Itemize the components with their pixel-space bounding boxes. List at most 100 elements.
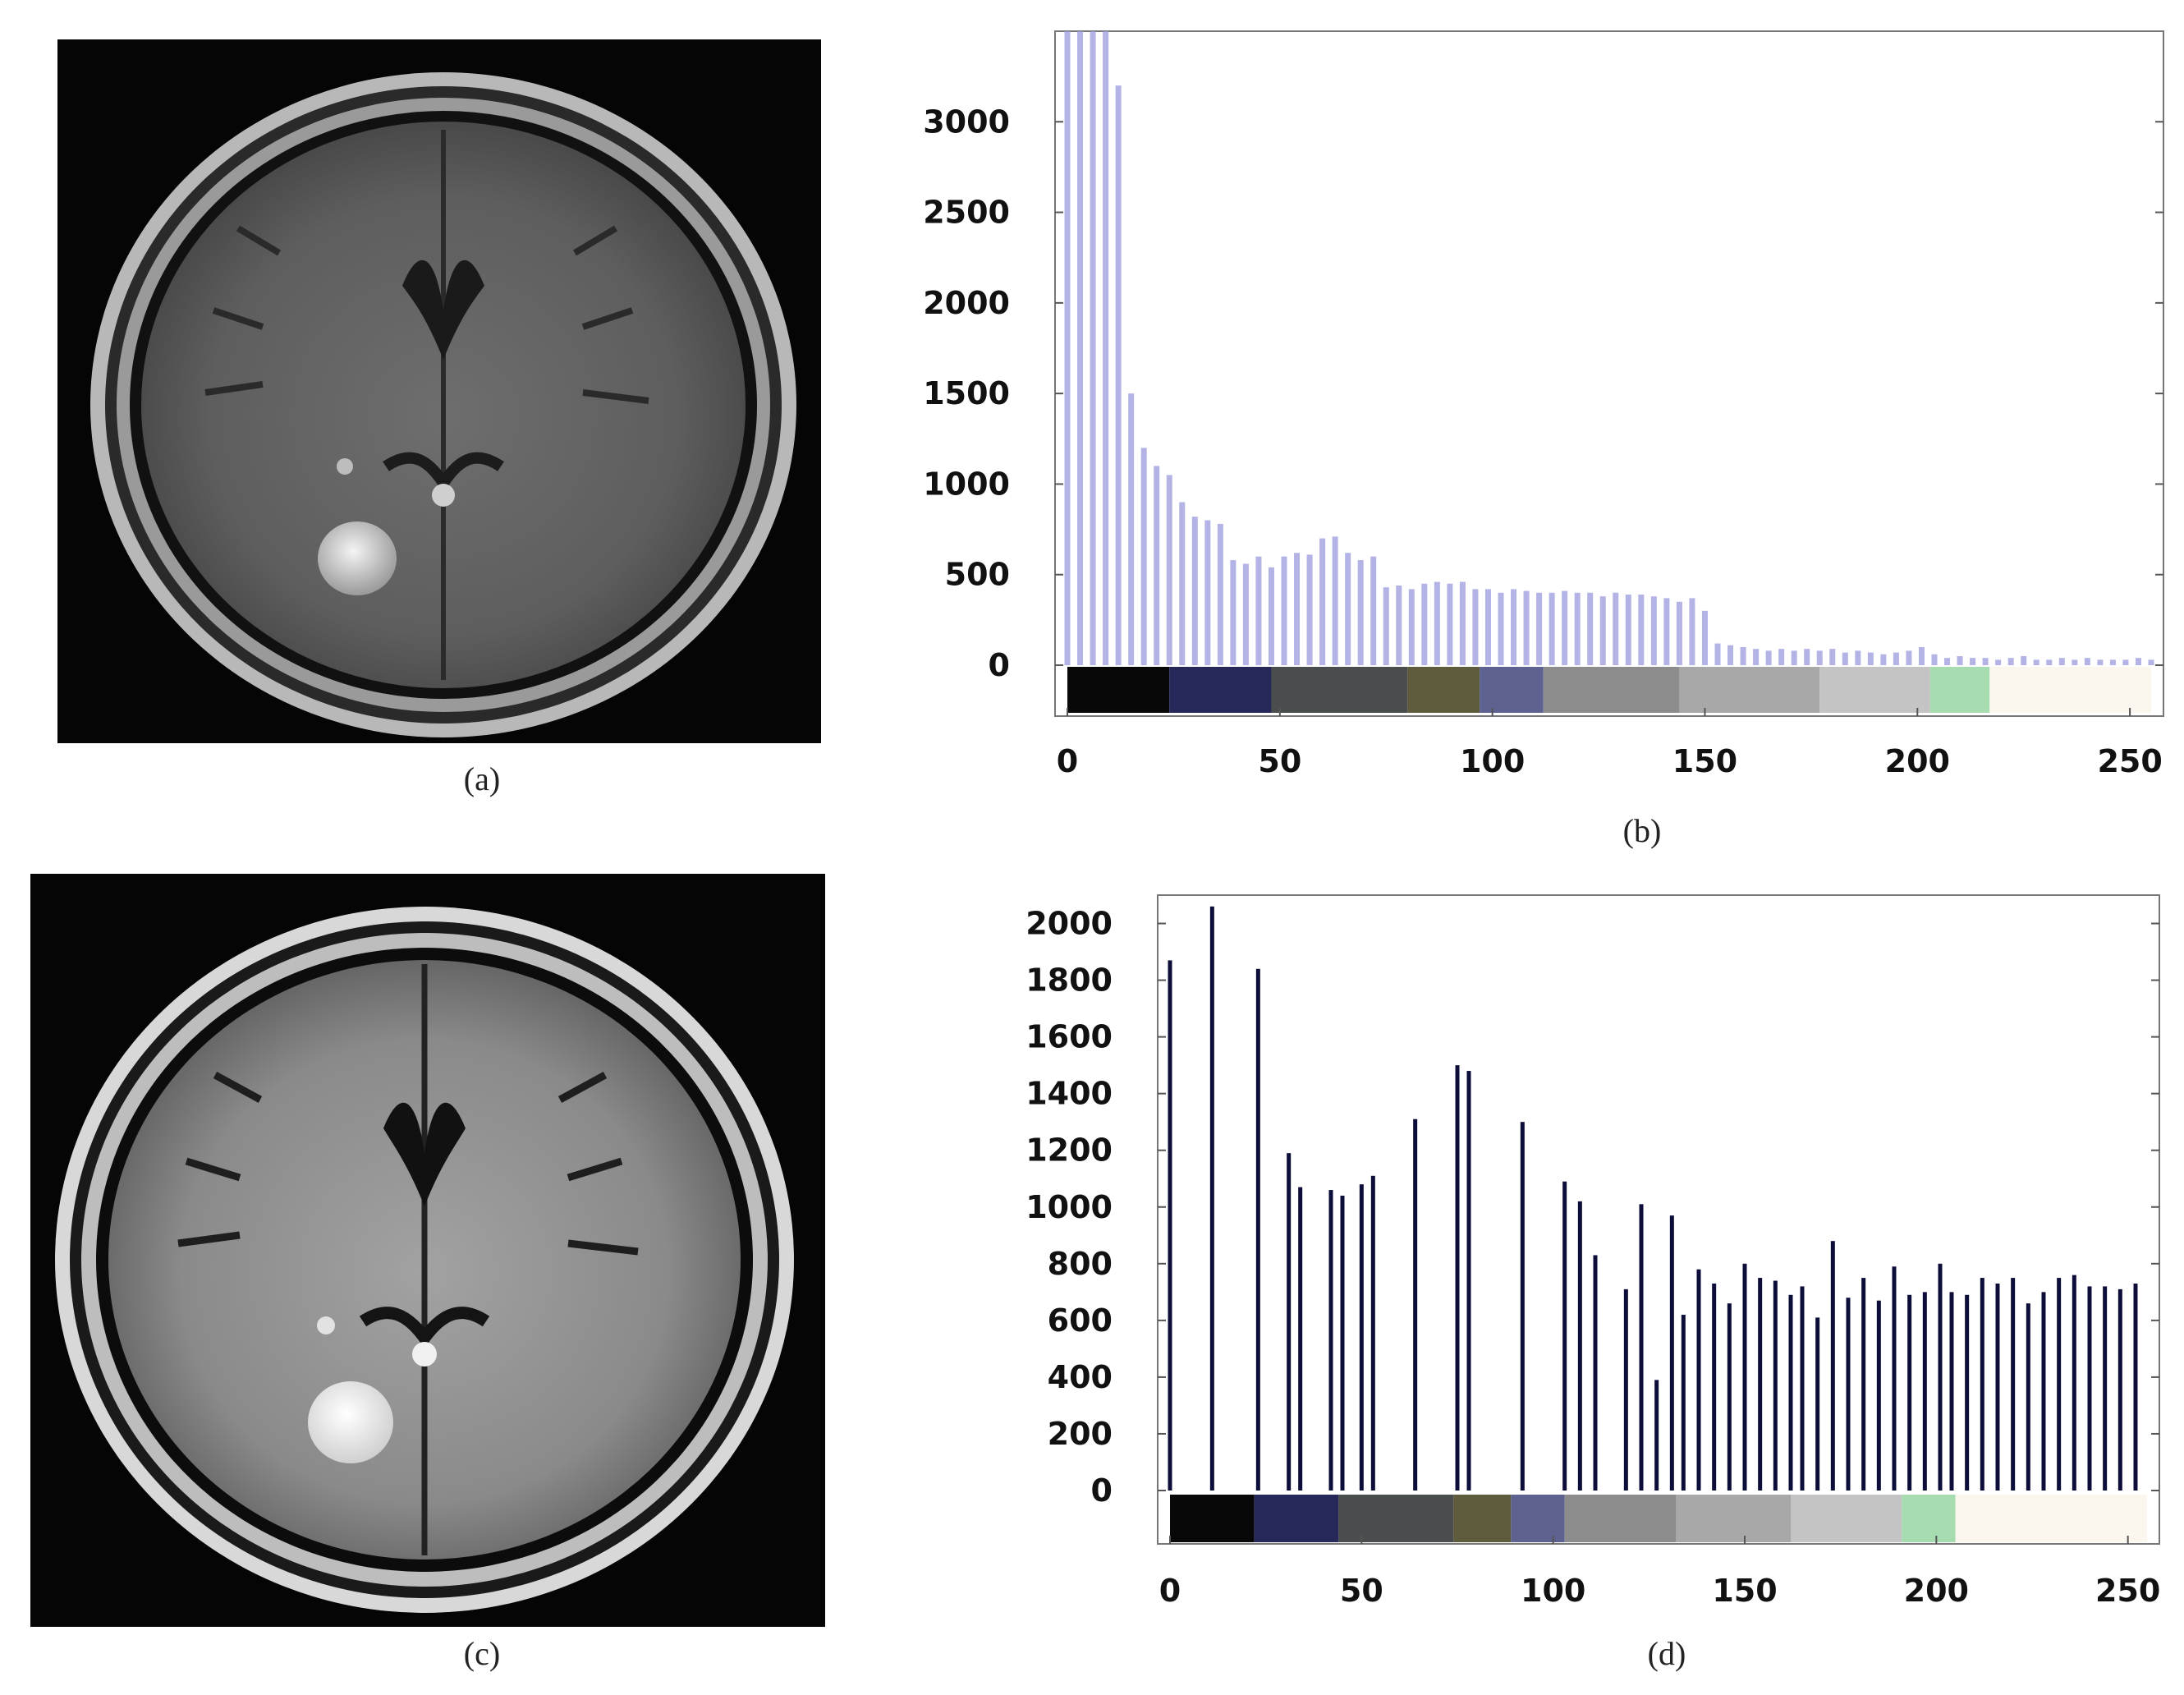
histogram-bar	[2046, 659, 2053, 665]
histogram-bar	[1846, 1298, 1851, 1491]
histogram-bar	[1742, 1263, 1747, 1491]
colorbar-segment	[1543, 667, 1680, 713]
histogram-bar	[2148, 659, 2154, 665]
x-tick-label: 100	[1460, 743, 1525, 779]
histogram-bar	[1765, 650, 1772, 665]
histogram-bar	[2133, 1283, 2138, 1491]
colorbar-segment	[1480, 667, 1544, 713]
histogram-bar	[1995, 1283, 2000, 1491]
histogram-bar	[1638, 594, 1645, 665]
y-tick-label: 2000	[923, 285, 1010, 321]
histogram-bar	[1676, 601, 1682, 665]
histogram-bar	[1103, 31, 1109, 665]
histogram-bar	[1689, 598, 1695, 665]
histogram-bar	[2072, 659, 2078, 665]
histogram-bar	[2007, 658, 2014, 665]
histogram-bar	[2084, 658, 2090, 665]
colorbar-segment	[1929, 667, 1990, 713]
y-tick-label: 500	[945, 557, 1010, 593]
histogram-bar	[1523, 590, 1530, 665]
histogram-bar	[1370, 1175, 1375, 1491]
x-tick-label: 100	[1521, 1573, 1585, 1609]
histogram-bar	[1778, 649, 1785, 665]
histogram-bar	[1370, 556, 1377, 665]
histogram-bar	[1413, 1119, 1418, 1491]
colorbar-segment	[1902, 1495, 1956, 1542]
histogram-bar	[1166, 475, 1172, 665]
histogram-bar	[1965, 1294, 1970, 1491]
caption-c: (c)	[463, 1635, 501, 1672]
histogram-bar	[1204, 520, 1211, 665]
mri-brain-slice	[57, 39, 821, 743]
histogram-bar	[1484, 589, 1491, 665]
histogram-bar	[1064, 31, 1071, 665]
histogram-b: 0 500 1000 1500 2000 2500 3000 0 50 100 150 200 250	[887, 16, 2184, 838]
histogram-bar	[1740, 646, 1746, 665]
caption-a: (a)	[463, 760, 501, 797]
histogram-bar	[1434, 581, 1440, 665]
histogram-bar	[1191, 517, 1198, 665]
histogram-bar	[1287, 1153, 1292, 1491]
histogram-bar	[1650, 596, 1657, 665]
histogram-bar	[2117, 1288, 2122, 1491]
histogram-bar	[1268, 567, 1274, 665]
histogram-bar	[1804, 649, 1810, 665]
histogram-bar	[1294, 553, 1301, 665]
histogram-d: 0 200 400 600 800 1000 1200 1400 1600 1800 2000 0 50…	[985, 879, 2184, 1618]
histogram-bar	[1593, 1255, 1598, 1491]
colorbar-segment	[1067, 667, 1170, 713]
histogram-bar	[1549, 592, 1555, 665]
histogram-bar	[1328, 1190, 1333, 1491]
histogram-d-svg: 0 200 400 600 800 1000 1200 1400 1600 1800 2000 0 50…	[1025, 894, 2160, 1609]
colorbar-segment	[1819, 667, 1930, 713]
colorbar-segment	[1254, 1495, 1339, 1542]
histogram-bar	[1669, 1215, 1674, 1491]
histogram-bar	[1829, 649, 1836, 665]
y-tick-label: 1200	[1025, 1132, 1113, 1169]
histogram-bar	[1980, 1278, 1984, 1491]
histogram-bar	[1639, 1204, 1644, 1491]
histogram-bar	[1128, 393, 1135, 665]
histogram-bar	[1242, 563, 1249, 665]
histogram-bar	[2058, 658, 2065, 665]
y-tick-label: 3000	[923, 103, 1010, 140]
colorbar-segment	[1564, 1495, 1676, 1542]
histogram-bar	[1466, 1071, 1471, 1491]
histogram-bar	[1876, 1300, 1881, 1491]
histogram-bar	[1931, 654, 1938, 665]
x-tick-label: 200	[1904, 1573, 1969, 1609]
y-tick-label: 2500	[923, 195, 1010, 231]
histogram-bar	[1077, 31, 1084, 665]
x-tick-label: 0	[1057, 743, 1078, 779]
x-tick-label: 250	[2095, 1573, 2160, 1609]
histogram-bar	[1472, 589, 1479, 665]
histogram-bar	[1298, 1187, 1303, 1491]
histogram-bar	[1421, 583, 1428, 665]
x-tick-label: 150	[1712, 1573, 1777, 1609]
histogram-bar	[1447, 583, 1453, 665]
mri-image-enhanced	[30, 874, 825, 1627]
histogram-bar	[1681, 1314, 1686, 1491]
histogram-bar	[1727, 1303, 1732, 1491]
histogram-bar	[1209, 906, 1214, 1491]
histogram-bar	[2087, 1286, 2092, 1491]
histogram-bar	[1536, 592, 1543, 665]
histogram-bar	[1455, 1065, 1460, 1491]
y-tick-label: 800	[1048, 1246, 1113, 1282]
y-tick-label: 1000	[923, 466, 1010, 502]
histogram-bar	[1613, 592, 1619, 665]
histogram-bar	[2135, 658, 2141, 665]
histogram-bar	[1918, 646, 1925, 665]
histogram-bar	[2026, 1303, 2030, 1491]
y-tick-label: 2000	[1025, 906, 1113, 942]
histogram-bar	[2103, 1286, 2108, 1491]
y-tick-label: 1500	[923, 375, 1010, 411]
colorbar-segment	[1955, 1495, 2147, 1542]
histogram-bar	[1140, 448, 1147, 665]
histogram-bar	[1408, 589, 1415, 665]
histogram-bar	[1922, 1292, 1927, 1491]
histogram-bar	[1880, 654, 1887, 665]
histogram-bar	[1357, 560, 1364, 665]
x-tick-label: 50	[1258, 743, 1301, 779]
histogram-bar	[1773, 1280, 1778, 1491]
